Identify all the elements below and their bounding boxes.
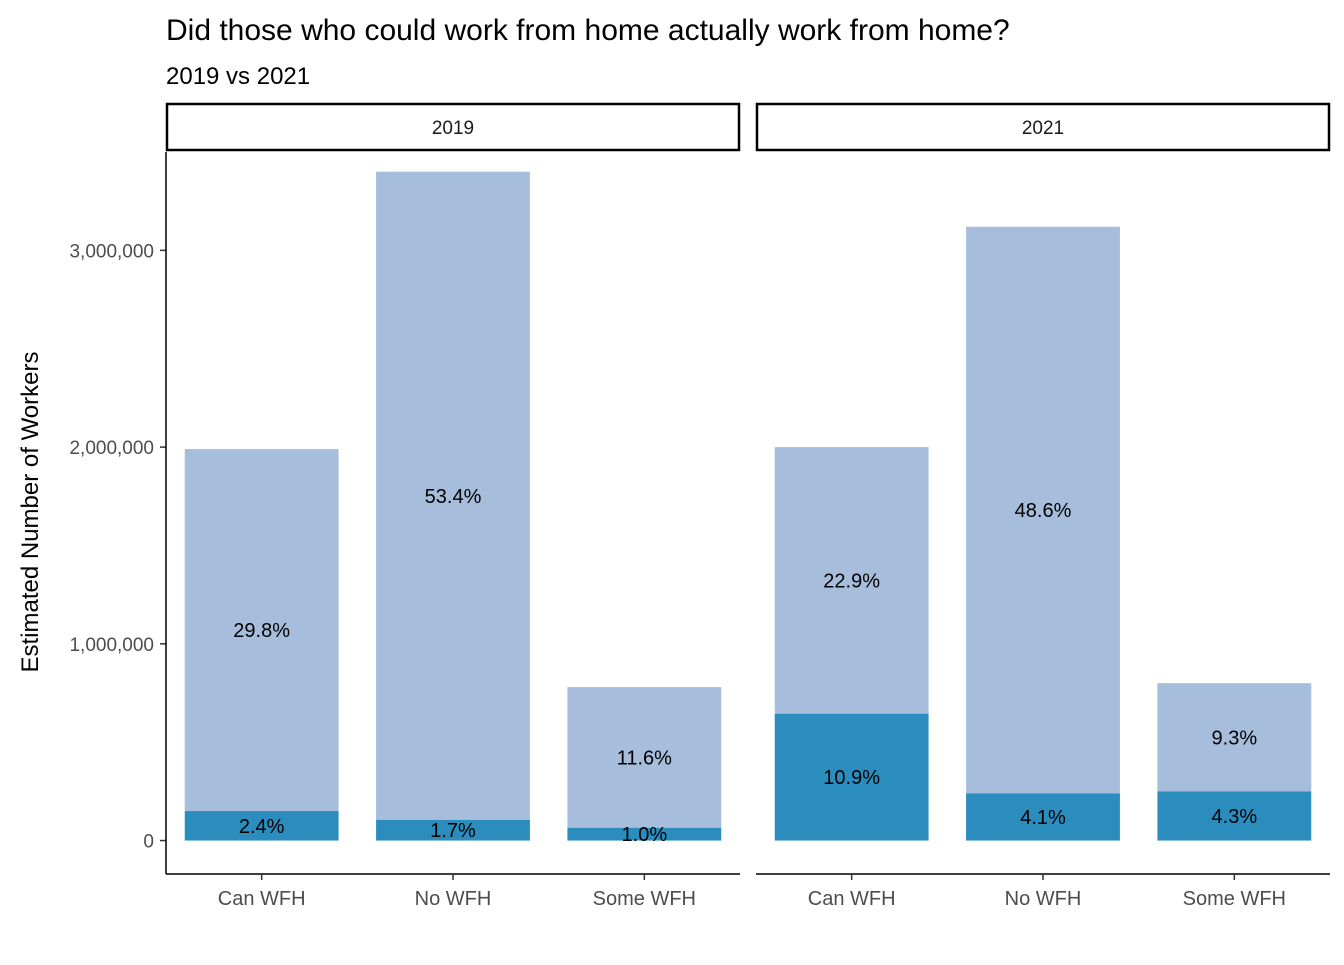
bar-segment-top: [1157, 683, 1312, 792]
x-tick-label: Some WFH: [593, 888, 696, 910]
bar-segment-top: [774, 447, 929, 714]
bar-label-bottom: 1.0%: [622, 824, 668, 846]
y-tick-label: 0: [143, 832, 154, 853]
bar-label-bottom: 1.7%: [430, 820, 476, 842]
bar-label-bottom: 2.4%: [239, 816, 285, 838]
bar-label-bottom: 10.9%: [823, 767, 880, 789]
chart-title: Did those who could work from home actua…: [166, 14, 1010, 47]
bar-label-top: 22.9%: [823, 570, 880, 592]
y-tick-label: 3,000,000: [69, 241, 154, 262]
bar-segment-bottom: [966, 793, 1120, 841]
x-tick-label: Some WFH: [1183, 888, 1286, 910]
bar-label-bottom: 4.1%: [1020, 807, 1066, 829]
bar-label-top: 11.6%: [617, 747, 672, 769]
facet-strip-2019: [165, 102, 741, 152]
facet-strip-2021: [755, 102, 1331, 152]
bar-segment-bottom: [774, 713, 929, 841]
bar-segment-top: [966, 226, 1120, 794]
bar-label-top: 48.6%: [1015, 500, 1072, 522]
facet-strip-label: 2019: [432, 118, 474, 139]
bar-segment-top: [376, 171, 530, 820]
bar-label-top: 9.3%: [1212, 727, 1258, 749]
bar-segment-top: [567, 687, 722, 828]
x-tick-label: No WFH: [415, 888, 492, 910]
y-tick-label: 2,000,000: [69, 438, 154, 459]
bar-segment-bottom: [1157, 791, 1312, 841]
x-tick-label: Can WFH: [218, 888, 306, 910]
facet-panels: 0 1,000,000 2,000,000 3,000,000 2019 2.4% 29.8…: [69, 102, 1331, 910]
bar-segment-bottom: [184, 811, 339, 841]
x-tick-label: No WFH: [1005, 888, 1082, 910]
bar-segment-bottom: [567, 827, 722, 841]
bar-label-top: 29.8%: [233, 620, 290, 642]
bar-label-bottom: 4.3%: [1212, 806, 1258, 828]
y-tick-label: 1,000,000: [69, 635, 154, 656]
y-axis-title: Estimated Number of Workers: [17, 352, 44, 673]
x-tick-label: Can WFH: [808, 888, 896, 910]
bar-segment-top: [184, 449, 339, 812]
bar-label-top: 53.4%: [425, 486, 482, 508]
bar-segment-bottom: [376, 819, 530, 841]
chart-subtitle: 2019 vs 2021: [166, 63, 310, 90]
facet-strip-label: 2021: [1022, 118, 1064, 139]
